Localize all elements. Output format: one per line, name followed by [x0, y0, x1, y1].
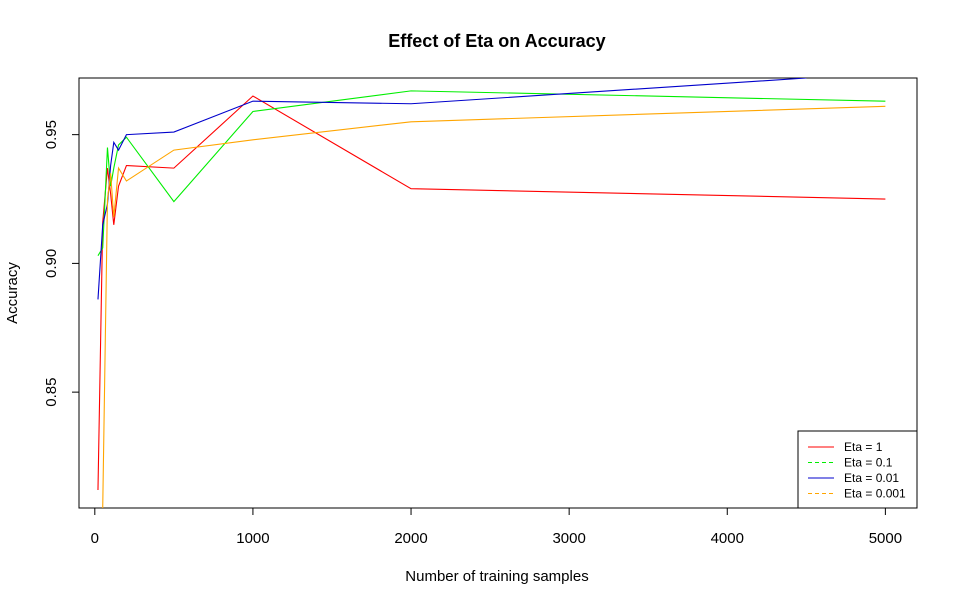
series-layer	[97, 78, 886, 508]
legend-box	[797, 430, 918, 509]
chart-title: Effect of Eta on Accuracy	[388, 31, 605, 51]
x-tick-label: 1000	[236, 530, 269, 547]
y-tick-label: 0.90	[43, 249, 60, 278]
series-line-1	[97, 95, 886, 490]
y-tick-label: 0.95	[43, 120, 60, 149]
y-tick-label: 0.85	[43, 378, 60, 407]
y-axis-label: Accuracy	[4, 262, 21, 324]
x-tick-label: 5000	[869, 530, 902, 547]
x-tick-label: 3000	[552, 530, 585, 547]
series-line-4	[102, 105, 886, 508]
legend-label: Eta = 1	[844, 440, 883, 454]
series-line-3	[97, 78, 807, 300]
x-tick-label: 0	[91, 530, 99, 547]
x-axis-label: Number of training samples	[405, 568, 588, 585]
series-line-2	[97, 90, 886, 256]
x-axis: 0 1000 2000 3000 4000 5000	[91, 507, 902, 547]
plot-frame	[78, 77, 918, 509]
x-tick-label: 2000	[394, 530, 427, 547]
legend-label: Eta = 0.001	[844, 487, 906, 501]
legend-label: Eta = 0.1	[844, 456, 893, 470]
y-axis: 0.85 0.90 0.95	[43, 120, 80, 407]
x-tick-label: 4000	[711, 530, 744, 547]
legend-label: Eta = 0.01	[844, 471, 899, 485]
